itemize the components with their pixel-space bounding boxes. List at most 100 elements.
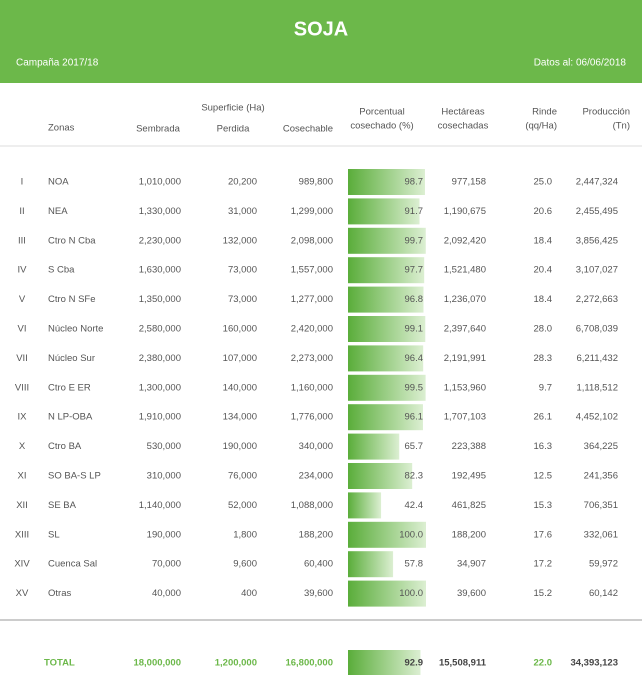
cell: 20.4: [534, 265, 553, 276]
cell: VII: [16, 353, 28, 364]
title: SOJA: [294, 18, 348, 40]
cell: 1,521,480: [444, 265, 486, 276]
total-cell: 16,800,000: [285, 658, 333, 669]
cell: 2,191,991: [444, 353, 486, 364]
cell: 42.4: [405, 500, 424, 511]
cell: 18.4: [534, 294, 553, 305]
cell: 20.6: [534, 206, 553, 217]
cell: X: [19, 441, 26, 452]
cell: 364,225: [584, 441, 618, 452]
cell: 39,600: [304, 588, 333, 599]
cell: 977,158: [452, 177, 486, 188]
pct-bar: [348, 345, 424, 372]
cell: 73,000: [228, 265, 257, 276]
col-header: Cosechable: [283, 124, 333, 135]
cell: Núcleo Sur: [48, 353, 95, 364]
cell: 3,107,027: [576, 265, 618, 276]
pct-bar: [348, 404, 423, 431]
cell: 188,200: [299, 529, 333, 540]
date: Datos al: 06/06/2018: [534, 58, 627, 69]
total-cell: 34,393,123: [570, 658, 618, 669]
cell: 461,825: [452, 500, 486, 511]
total-cell: 18,000,000: [133, 658, 181, 669]
total-cell: 15,508,911: [439, 658, 487, 669]
col-header: Porcentual: [359, 107, 404, 118]
cell: 1,299,000: [291, 206, 333, 217]
cell: 530,000: [147, 441, 181, 452]
cell: 2,092,420: [444, 235, 486, 246]
pct-bar: [348, 433, 400, 460]
cell: 140,000: [223, 382, 257, 393]
cell: VI: [18, 324, 27, 335]
total-cell: 22.0: [534, 658, 553, 669]
campaign: Campaña 2017/18: [16, 58, 99, 69]
cell: Núcleo Norte: [48, 324, 103, 335]
cell: 2,380,000: [139, 353, 181, 364]
cell: 192,495: [452, 471, 486, 482]
cell: 25.0: [534, 177, 553, 188]
cell: 20,200: [228, 177, 257, 188]
cell: 39,600: [457, 588, 486, 599]
cell: 132,000: [223, 235, 257, 246]
cell: 73,000: [228, 294, 257, 305]
cell: 1,300,000: [139, 382, 181, 393]
cell: 2,230,000: [139, 235, 181, 246]
col-header: Zonas: [48, 123, 75, 134]
cell: Otras: [48, 588, 71, 599]
cell: 223,388: [452, 441, 486, 452]
cell: 100.0: [399, 588, 423, 599]
cell: 134,000: [223, 412, 257, 423]
cell: 2,272,663: [576, 294, 618, 305]
pct-bar: [348, 374, 426, 401]
cell: XI: [18, 471, 27, 482]
cell: 98.7: [405, 177, 424, 188]
cell: 3,856,425: [576, 235, 618, 246]
pct-bar: [348, 316, 426, 342]
cell: 234,000: [299, 471, 333, 482]
cell: SO BA-S LP: [48, 471, 101, 482]
cell: 9,600: [233, 559, 257, 570]
cell: 1,010,000: [139, 177, 181, 188]
cell: Ctro N Cba: [48, 235, 96, 246]
pct-bar: [348, 650, 421, 675]
cell: 57.8: [405, 559, 424, 570]
pct-bar: [348, 286, 424, 313]
cell: 60,400: [304, 559, 333, 570]
cell: XII: [16, 500, 28, 511]
total-cell: TOTAL: [44, 658, 75, 669]
cell: 2,098,000: [291, 235, 333, 246]
cell: 1,277,000: [291, 294, 333, 305]
cell: 190,000: [147, 529, 181, 540]
cell: 6,708,039: [576, 324, 618, 335]
cell: 706,351: [584, 500, 618, 511]
cell: 28.0: [534, 324, 553, 335]
cell: 1,118,512: [576, 382, 618, 393]
cell: 70,000: [152, 559, 181, 570]
cell: 15.2: [534, 588, 553, 599]
cell: V: [19, 294, 26, 305]
pct-bar: [348, 463, 413, 489]
cell: 332,061: [584, 529, 618, 540]
cell: 97.7: [405, 265, 424, 276]
cell: 4,452,102: [576, 412, 618, 423]
cell: 1,153,960: [444, 382, 486, 393]
cell: XV: [16, 588, 29, 599]
cell: 989,800: [299, 177, 333, 188]
cell: 96.1: [405, 412, 424, 423]
cell: 1,557,000: [291, 265, 333, 276]
cell: 1,088,000: [291, 500, 333, 511]
cell: 34,907: [457, 559, 486, 570]
cell: IV: [18, 265, 28, 276]
cell: 91.7: [405, 206, 424, 217]
total-cell: 92.9: [405, 658, 424, 669]
cell: 65.7: [405, 441, 424, 452]
col-header: cosechadas: [438, 121, 489, 132]
cell: I: [21, 177, 24, 188]
cell: 1,910,000: [139, 412, 181, 423]
cell: Ctro N SFe: [48, 294, 96, 305]
cell: 31,000: [228, 206, 257, 217]
cell: 82.3: [405, 471, 424, 482]
col-header: (Tn): [613, 121, 630, 132]
cell: 2,397,640: [444, 324, 486, 335]
